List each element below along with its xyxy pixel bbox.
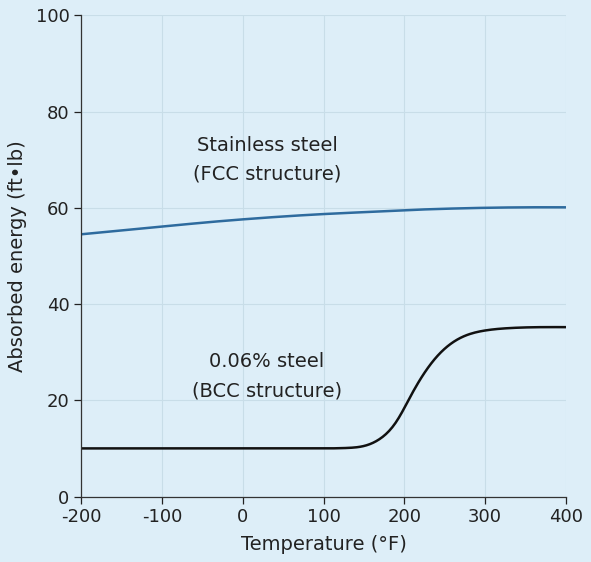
Text: Stainless steel: Stainless steel [197, 136, 337, 155]
Text: (FCC structure): (FCC structure) [193, 165, 341, 184]
X-axis label: Temperature (°F): Temperature (°F) [241, 534, 407, 554]
Text: (BCC structure): (BCC structure) [192, 381, 342, 400]
Y-axis label: Absorbed energy (ft•lb): Absorbed energy (ft•lb) [8, 140, 27, 372]
Text: 0.06% steel: 0.06% steel [209, 352, 324, 371]
